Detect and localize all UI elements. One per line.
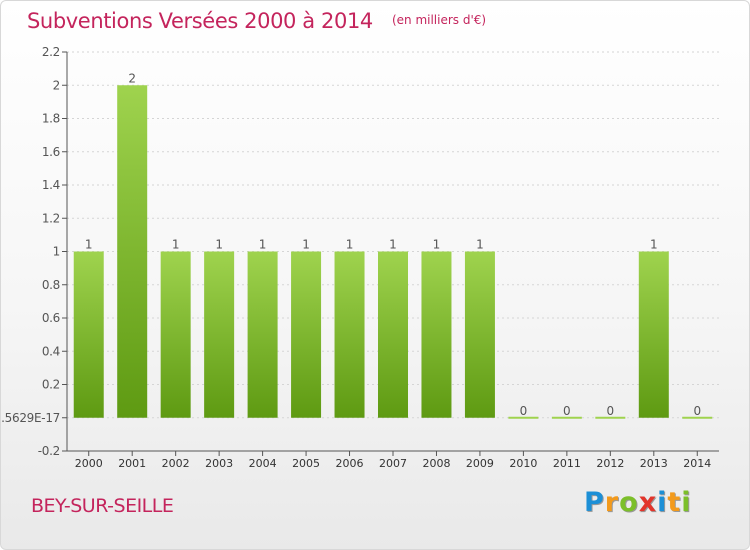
- bar-2008: [421, 251, 452, 418]
- logo-letter: i: [657, 487, 668, 518]
- bar-2007: [378, 251, 408, 418]
- x-tick-label-2012: 2012: [596, 457, 624, 470]
- data-label-2005: 1: [302, 238, 310, 252]
- axes: [62, 51, 719, 456]
- y-tick-label: 1.8: [42, 112, 60, 126]
- x-tick-label-2005: 2005: [292, 457, 320, 470]
- x-tick-label-2011: 2011: [553, 457, 581, 470]
- data-label-2012: 0: [607, 404, 615, 418]
- proxiti-logo[interactable]: Proxiti: [584, 487, 692, 518]
- labels: 2.2 2 1.8 1.6 1.4 1.2 1 0.8 0.6 0.4 0.2 -1.5629E-17…: [1, 45, 711, 470]
- logo-letter: P: [584, 487, 605, 518]
- logo-letter: o: [619, 487, 639, 518]
- y-tick-label: 0.6: [42, 311, 60, 325]
- data-label-2006: 1: [346, 238, 354, 252]
- x-tick-label-2000: 2000: [75, 457, 103, 470]
- x-tick-label-2007: 2007: [379, 457, 407, 470]
- bar-2013: [638, 251, 669, 418]
- logo-letter: x: [638, 487, 658, 518]
- y-tick-label: 1: [53, 245, 60, 259]
- logo-letter: i: [681, 487, 692, 518]
- data-label-2003: 1: [215, 238, 223, 252]
- data-label-2004: 1: [259, 238, 267, 252]
- logo-letter: r: [604, 487, 620, 518]
- x-tick-label-2010: 2010: [509, 457, 537, 470]
- data-label-2001: 2: [128, 71, 136, 85]
- y-tick-label: 2: [53, 78, 60, 92]
- x-tick-label-2013: 2013: [640, 457, 668, 470]
- x-tick-label-2003: 2003: [205, 457, 233, 470]
- x-tick-label-2002: 2002: [162, 457, 190, 470]
- data-label-2002: 1: [172, 238, 180, 252]
- logo-letter: t: [667, 487, 682, 518]
- data-label-2013: 1: [650, 238, 658, 252]
- y-tick-label: 0.2: [42, 378, 60, 392]
- bar-2009: [464, 251, 495, 418]
- bar-2002: [160, 251, 191, 418]
- y-tick-label: 0.4: [42, 344, 60, 358]
- unit-note: (en milliers d'€): [391, 13, 487, 27]
- data-label-2011: 0: [563, 404, 571, 418]
- data-label-2007: 1: [389, 238, 397, 252]
- bars: [73, 85, 713, 419]
- x-tick-label-2004: 2004: [249, 457, 277, 470]
- y-tick-label: 0.8: [42, 278, 60, 292]
- bar-2004: [247, 251, 278, 418]
- x-tick-label-2006: 2006: [336, 457, 364, 470]
- y-tick-label: -1.5629E-17: [1, 411, 60, 425]
- data-label-2009: 1: [476, 238, 484, 252]
- x-tick-label-2014: 2014: [683, 457, 711, 470]
- data-label-2010: 0: [520, 404, 528, 418]
- chart-title: Subventions Versées 2000 à 2014: [27, 9, 373, 33]
- title-row: Subventions Versées 2000 à 2014 (en mill…: [27, 9, 486, 33]
- y-tick-label: 1.6: [42, 145, 60, 159]
- x-tick-label-2009: 2009: [466, 457, 494, 470]
- x-tick-label-2008: 2008: [422, 457, 450, 470]
- bar-2005: [291, 251, 322, 418]
- bar-2000: [73, 251, 104, 418]
- data-label-2008: 1: [433, 238, 441, 252]
- x-tick-label-2001: 2001: [118, 457, 146, 470]
- y-tick-label: -0.2: [38, 444, 60, 458]
- bar-2006: [334, 251, 365, 418]
- data-label-2014: 0: [693, 404, 701, 418]
- bar-2003: [204, 251, 235, 418]
- y-tick-label: 1.4: [42, 178, 60, 192]
- town-name: BEY-SUR-SEILLE: [31, 495, 174, 517]
- y-tick-label: 1.2: [42, 211, 60, 225]
- y-tick-label: 2.2: [42, 45, 60, 59]
- bar-2001: [117, 85, 148, 418]
- data-label-2000: 1: [85, 238, 93, 252]
